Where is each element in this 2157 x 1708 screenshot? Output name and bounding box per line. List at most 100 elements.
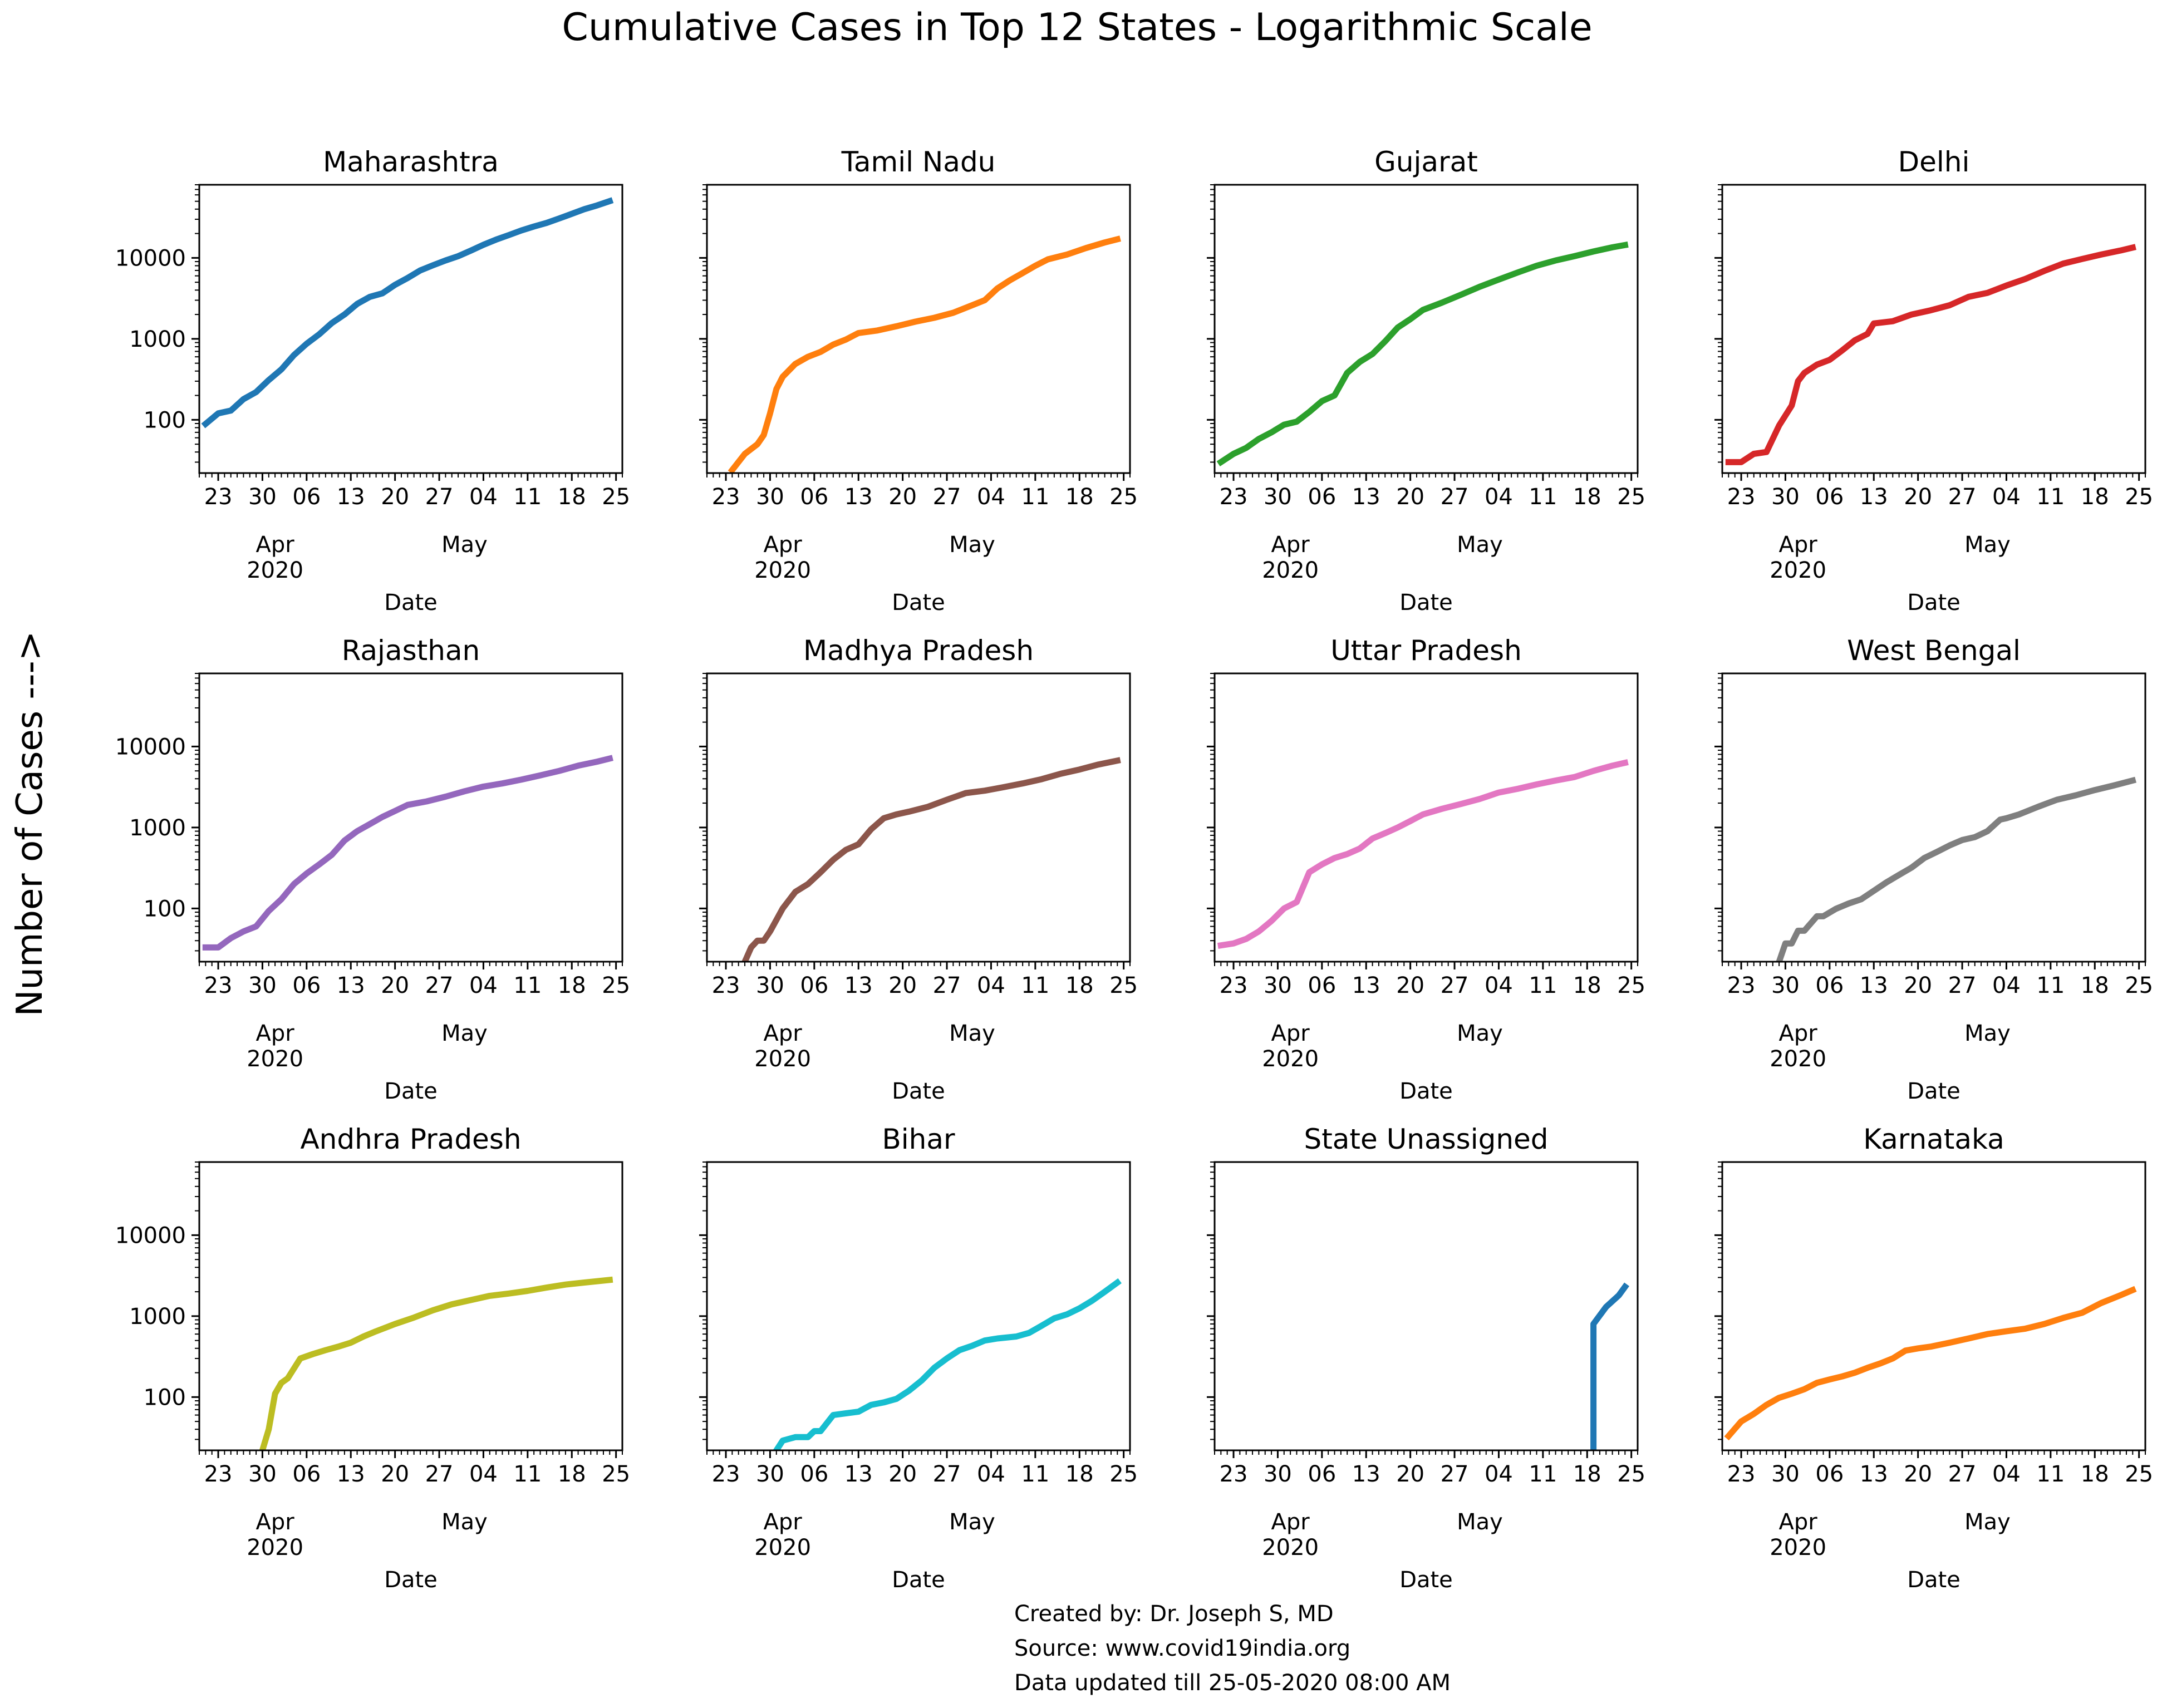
x-tick-label: 20 bbox=[1396, 973, 1424, 998]
x-tick-label: 30 bbox=[1264, 1461, 1292, 1487]
x-tick-label: 27 bbox=[425, 484, 454, 510]
x-tick-label: 27 bbox=[933, 484, 961, 510]
year-label: 2020 bbox=[1770, 1535, 1826, 1561]
x-tick-label: 30 bbox=[1264, 484, 1292, 510]
x-tick-label: 18 bbox=[558, 484, 586, 510]
month-label-may: May bbox=[1964, 1021, 2011, 1046]
x-tick-label: 06 bbox=[292, 973, 321, 998]
x-tick-label: 13 bbox=[337, 973, 365, 998]
year-label: 2020 bbox=[754, 1535, 811, 1561]
x-tick-label: 06 bbox=[1815, 484, 1844, 510]
y-tick-label: 1000 bbox=[129, 1304, 186, 1330]
x-axis-label: Date bbox=[892, 590, 945, 616]
x-tick-label: 23 bbox=[204, 973, 233, 998]
month-label-may: May bbox=[441, 1021, 488, 1046]
x-tick-label: 18 bbox=[1065, 1461, 1094, 1487]
x-tick-label: 30 bbox=[1771, 1461, 1800, 1487]
x-tick-label: 25 bbox=[2125, 1461, 2153, 1487]
x-tick-label: 25 bbox=[1109, 973, 1138, 998]
x-tick-label: 04 bbox=[1992, 973, 2021, 998]
x-tick-label: 27 bbox=[1948, 484, 1977, 510]
x-axis-label: Date bbox=[384, 1079, 438, 1104]
x-tick-label: 13 bbox=[844, 1461, 873, 1487]
axes-frame bbox=[1721, 1161, 2146, 1451]
x-tick-label: 18 bbox=[558, 973, 586, 998]
x-tick-label: 06 bbox=[1308, 1461, 1336, 1487]
month-label-apr: Apr bbox=[1271, 532, 1310, 558]
axes-frame bbox=[1721, 184, 2146, 474]
x-axis-label: Date bbox=[1907, 1079, 1961, 1104]
x-tick-label: 11 bbox=[1021, 973, 1049, 998]
panel-title: Rajasthan bbox=[342, 634, 480, 667]
x-tick-label: 04 bbox=[1485, 973, 1513, 998]
x-tick-label: 27 bbox=[1441, 484, 1469, 510]
x-tick-label: 30 bbox=[1264, 973, 1292, 998]
x-tick-label: 27 bbox=[933, 973, 961, 998]
x-tick-label: 25 bbox=[602, 484, 630, 510]
x-tick-label: 18 bbox=[2081, 1461, 2109, 1487]
month-label-may: May bbox=[1457, 1509, 1503, 1535]
x-tick-label: 25 bbox=[1617, 484, 1645, 510]
x-tick-label: 27 bbox=[933, 1461, 961, 1487]
y-tick-label: 10000 bbox=[115, 734, 186, 760]
x-tick-label: 20 bbox=[1396, 1461, 1424, 1487]
series-line-madhya-pradesh bbox=[741, 757, 1121, 962]
month-label-apr: Apr bbox=[764, 1509, 803, 1535]
x-tick-label: 06 bbox=[1815, 1461, 1844, 1487]
x-tick-label: 20 bbox=[381, 484, 409, 510]
x-tick-label: 30 bbox=[756, 484, 784, 510]
x-tick-label: 20 bbox=[1904, 484, 1932, 510]
x-tick-label: 25 bbox=[2125, 973, 2153, 998]
figure-ylabel: Number of Cases ---> bbox=[9, 631, 51, 1017]
panel-andhra-pradesh: Andhra Pradesh 100 1000 10000 23 30 06 13 20 27 04… bbox=[115, 1123, 630, 1593]
x-tick-label: 11 bbox=[1529, 973, 1557, 998]
series-line-bihar bbox=[773, 1278, 1122, 1450]
x-tick-label: 11 bbox=[1021, 484, 1049, 510]
month-label-apr: Apr bbox=[1779, 1021, 1818, 1046]
x-axis-label: Date bbox=[892, 1079, 945, 1104]
x-tick-label: 06 bbox=[1308, 484, 1336, 510]
month-label-may: May bbox=[949, 532, 995, 558]
axes-frame bbox=[1213, 1161, 1639, 1451]
x-axis-label: Date bbox=[892, 1567, 945, 1593]
x-tick-label: 04 bbox=[469, 973, 498, 998]
x-tick-label: 25 bbox=[2125, 484, 2153, 510]
month-label-may: May bbox=[1457, 1021, 1503, 1046]
x-tick-label: 18 bbox=[1065, 484, 1094, 510]
series-line-delhi bbox=[1725, 244, 2136, 465]
x-tick-label: 13 bbox=[337, 1461, 365, 1487]
x-tick-label: 27 bbox=[425, 973, 454, 998]
x-tick-label: 13 bbox=[1352, 1461, 1380, 1487]
x-tick-label: 04 bbox=[977, 484, 1005, 510]
year-label: 2020 bbox=[754, 1046, 811, 1072]
x-axis-label: Date bbox=[1399, 590, 1453, 616]
y-tick-label: 1000 bbox=[129, 815, 186, 841]
x-axis-label: Date bbox=[1399, 1567, 1453, 1593]
year-label: 2020 bbox=[1262, 1046, 1319, 1072]
panel-title: Delhi bbox=[1898, 146, 1970, 178]
footer-updated: Data updated till 25-05-2020 08:00 AM bbox=[1014, 1670, 1451, 1696]
month-label-may: May bbox=[949, 1021, 995, 1046]
x-tick-label: 25 bbox=[1617, 1461, 1645, 1487]
x-tick-label: 06 bbox=[800, 1461, 828, 1487]
year-label: 2020 bbox=[1262, 1535, 1319, 1561]
y-tick-label: 1000 bbox=[129, 327, 186, 352]
x-tick-label: 20 bbox=[888, 1461, 917, 1487]
year-label: 2020 bbox=[1770, 558, 1826, 583]
x-tick-label: 30 bbox=[756, 973, 784, 998]
series-line-west-bengal bbox=[1776, 776, 2137, 962]
panel-title: Madhya Pradesh bbox=[803, 634, 1034, 667]
panel-title: Bihar bbox=[882, 1123, 955, 1155]
x-tick-label: 13 bbox=[1352, 484, 1380, 510]
x-tick-label: 06 bbox=[800, 484, 828, 510]
axes-frame bbox=[1213, 672, 1639, 963]
x-tick-label: 20 bbox=[888, 973, 917, 998]
series-line-uttar-pradesh bbox=[1217, 759, 1629, 949]
year-label: 2020 bbox=[247, 558, 303, 583]
x-tick-label: 11 bbox=[513, 1461, 542, 1487]
x-axis-label: Date bbox=[1907, 590, 1961, 616]
